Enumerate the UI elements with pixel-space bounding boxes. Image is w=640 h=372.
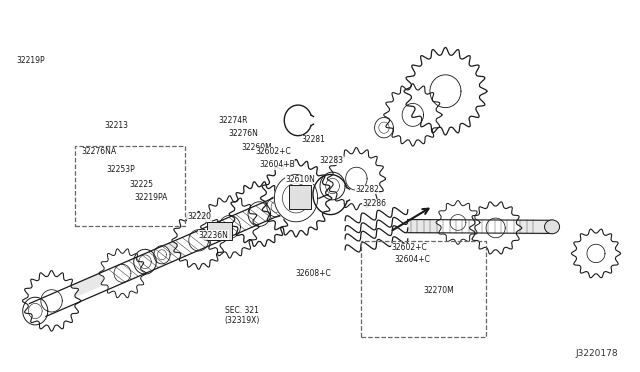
Ellipse shape [545,220,559,234]
Text: 32286: 32286 [362,199,386,208]
Polygon shape [154,246,170,264]
Text: 32276NA: 32276NA [82,147,116,156]
Polygon shape [275,174,317,222]
Text: 32604+C: 32604+C [395,255,431,264]
Text: 32604+B: 32604+B [259,160,295,169]
Polygon shape [134,249,156,274]
Text: 32602+C: 32602+C [255,147,291,156]
Text: 32225: 32225 [129,180,153,189]
Text: 32281: 32281 [302,135,326,144]
Polygon shape [327,148,385,210]
Text: 32602+C: 32602+C [391,244,427,253]
FancyBboxPatch shape [289,185,311,209]
Polygon shape [260,160,332,237]
Polygon shape [470,202,522,254]
Text: 32220: 32220 [188,212,212,221]
FancyBboxPatch shape [207,222,232,240]
Polygon shape [29,182,312,316]
Text: 32253P: 32253P [106,165,135,174]
Text: 32260M: 32260M [242,143,273,152]
Polygon shape [320,172,345,200]
Text: 32219PA: 32219PA [134,193,167,202]
Polygon shape [282,201,298,217]
Text: 32270M: 32270M [424,286,454,295]
Text: 32219P: 32219P [16,56,45,65]
Polygon shape [200,196,259,258]
Text: 32276N: 32276N [228,129,259,138]
Text: 32213: 32213 [104,121,128,130]
Polygon shape [404,48,487,135]
Polygon shape [267,196,285,217]
Text: 32610N: 32610N [285,175,315,184]
Polygon shape [572,229,620,278]
Text: 32274R: 32274R [219,116,248,125]
Polygon shape [374,118,394,138]
Polygon shape [172,211,225,269]
Text: J3220178: J3220178 [575,349,618,358]
Text: 32283: 32283 [319,156,343,165]
Polygon shape [22,270,81,331]
Text: 32608+C: 32608+C [296,269,332,278]
Polygon shape [436,201,480,244]
Polygon shape [22,297,48,325]
Text: 32236N: 32236N [198,231,228,240]
Polygon shape [384,84,442,146]
Polygon shape [229,182,289,246]
Text: 32282: 32282 [355,185,379,194]
Text: SEC. 321
(32319X): SEC. 321 (32319X) [224,306,259,325]
Polygon shape [99,249,146,298]
